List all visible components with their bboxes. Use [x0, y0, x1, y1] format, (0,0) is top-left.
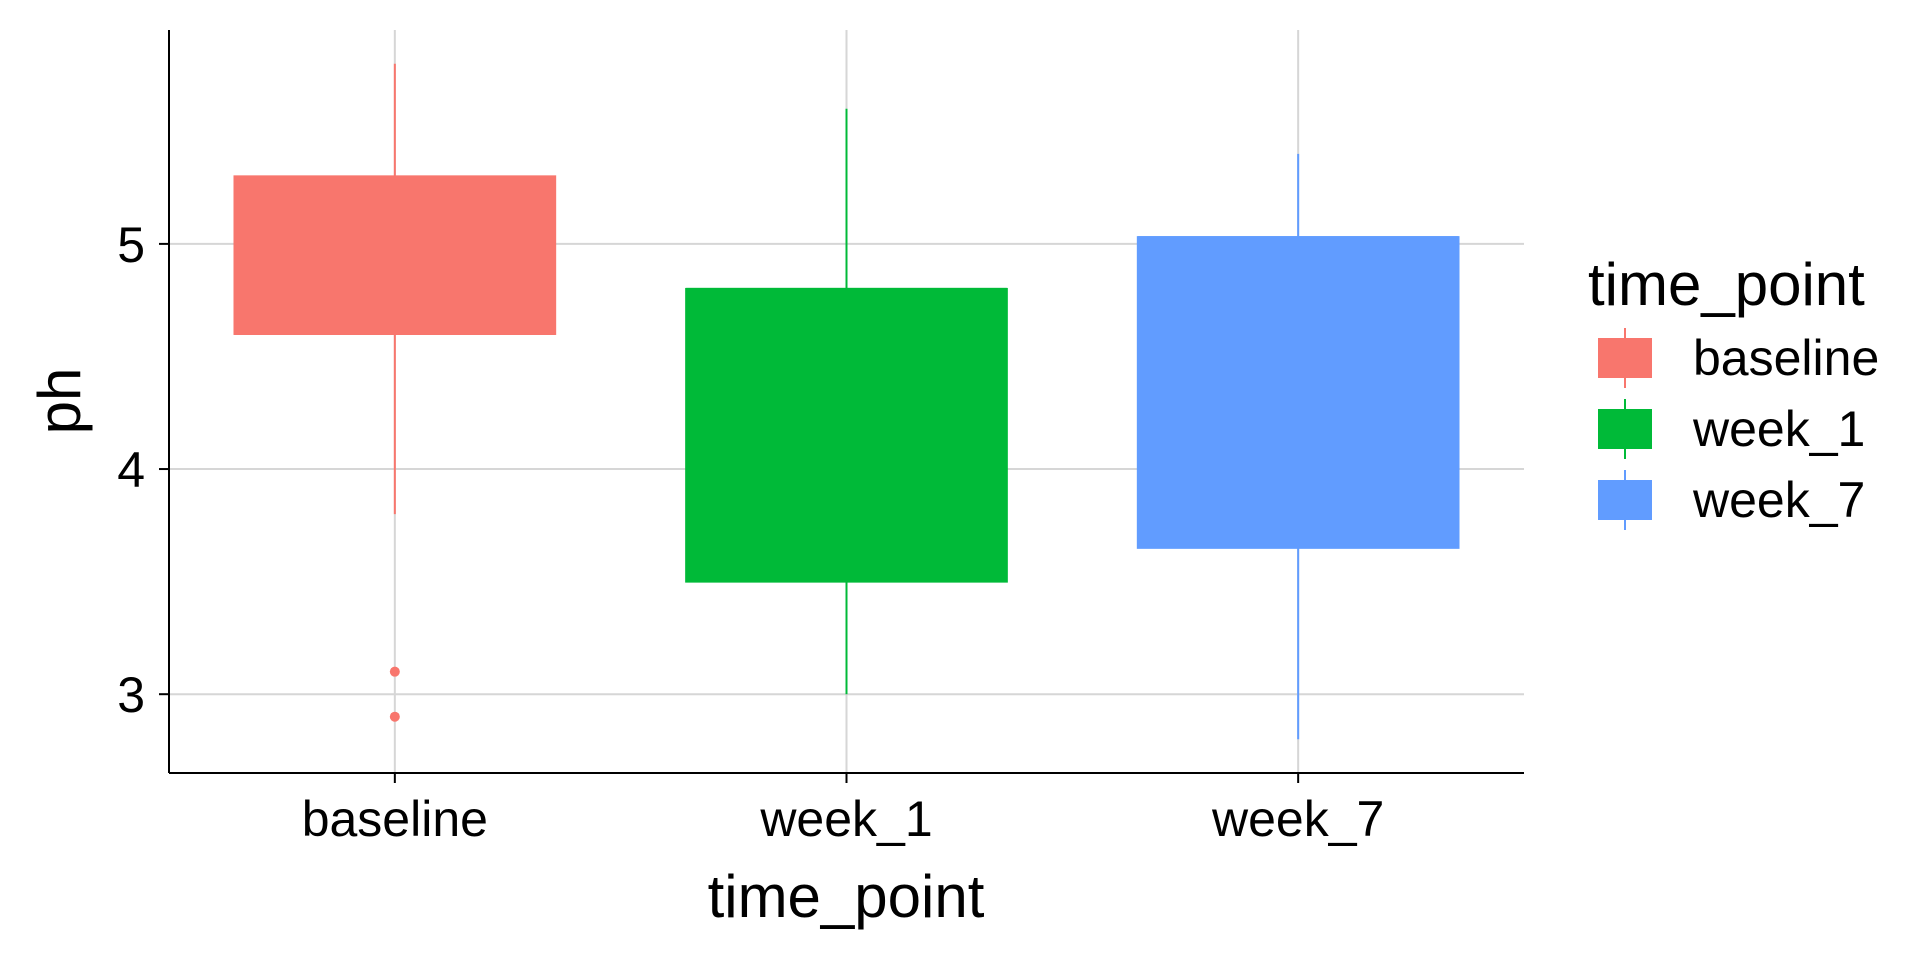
y-tick-label: 4	[117, 442, 145, 498]
y-axis-title: ph	[26, 368, 93, 435]
x-tick-label: baseline	[302, 791, 488, 847]
x-axis-title: time_point	[708, 863, 985, 930]
x-tick-label: week_1	[759, 791, 932, 847]
legend-label: week_7	[1692, 472, 1865, 528]
legend-key-week_7	[1598, 480, 1652, 520]
x-tick-label: week_7	[1211, 791, 1384, 847]
legend-title: time_point	[1588, 251, 1865, 318]
legend: time_point baseline week_1 week_7	[1588, 251, 1879, 530]
legend-key-week_1	[1598, 409, 1652, 449]
box-baseline	[233, 175, 557, 335]
legend-label: week_1	[1692, 401, 1865, 457]
box-week_7	[1136, 236, 1460, 549]
outlier-point	[389, 666, 400, 677]
outlier-point	[389, 711, 400, 722]
y-tick-label: 5	[117, 217, 145, 273]
y-tick-label: 3	[117, 667, 145, 723]
plot-marks	[233, 63, 1460, 740]
legend-key-baseline	[1598, 338, 1652, 378]
box-week_1	[685, 287, 1008, 583]
axis-ticks: 3 4 5 baseline week_1 week_7	[117, 217, 1384, 847]
legend-label: baseline	[1693, 330, 1879, 386]
